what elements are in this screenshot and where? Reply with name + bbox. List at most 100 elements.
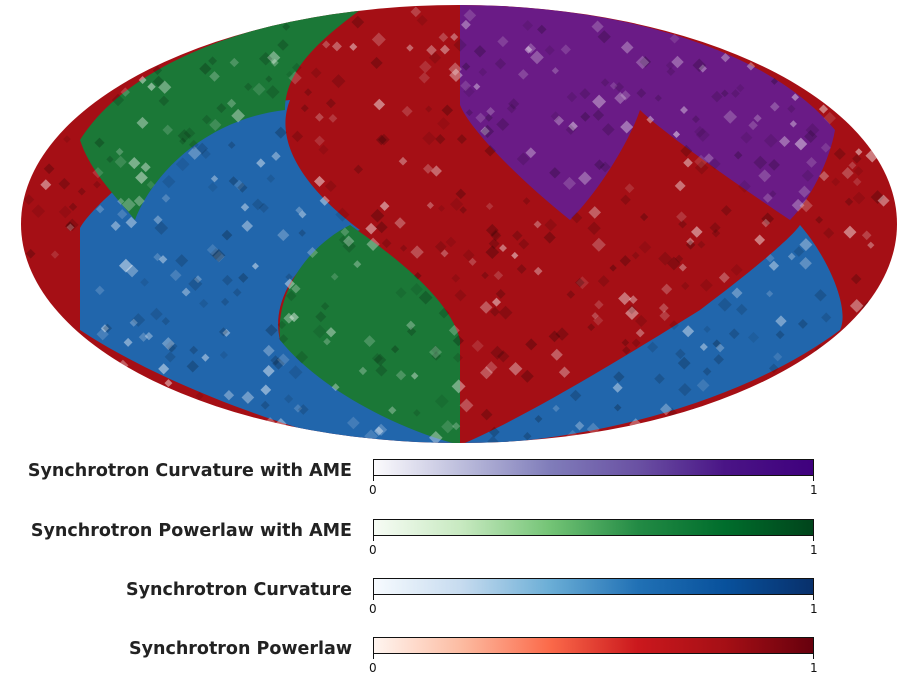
map-pixel bbox=[428, 345, 443, 359]
map-pixel bbox=[597, 275, 610, 288]
map-pixel bbox=[702, 367, 712, 376]
map-pixel bbox=[188, 139, 199, 150]
map-pixel bbox=[488, 426, 500, 438]
map-pixel bbox=[140, 162, 151, 173]
map-pixel bbox=[766, 290, 774, 298]
map-pixel bbox=[592, 109, 605, 121]
map-pixel bbox=[63, 135, 71, 143]
map-pixel bbox=[314, 135, 325, 147]
map-pixel bbox=[798, 185, 811, 198]
map-pixel bbox=[175, 254, 189, 268]
map-pixel bbox=[680, 144, 693, 157]
map-pixel bbox=[422, 131, 437, 146]
map-pixel bbox=[768, 363, 779, 374]
map-pixel bbox=[852, 191, 866, 205]
map-pixel bbox=[452, 422, 461, 431]
map-pixel bbox=[95, 205, 105, 214]
map-pixel bbox=[65, 218, 79, 232]
map-pixel bbox=[449, 68, 463, 82]
map-pixel bbox=[597, 30, 611, 44]
map-pixel bbox=[288, 71, 302, 85]
map-pixel bbox=[676, 211, 687, 223]
map-pixel bbox=[378, 133, 390, 146]
map-pixel bbox=[520, 369, 534, 383]
map-pixel bbox=[353, 260, 362, 269]
map-pixel bbox=[201, 114, 212, 125]
map-pixel bbox=[93, 180, 101, 189]
map-pixel bbox=[162, 174, 176, 189]
map-pixel bbox=[639, 56, 652, 68]
map-pixel bbox=[768, 159, 780, 171]
map-pixel bbox=[748, 120, 758, 131]
map-pixel bbox=[562, 176, 577, 190]
map-pixel bbox=[431, 351, 442, 361]
map-pixel bbox=[128, 156, 141, 170]
map-pixel bbox=[471, 339, 484, 352]
tick-mark-max bbox=[813, 536, 814, 541]
map-pixel bbox=[222, 274, 233, 286]
map-pixel bbox=[493, 270, 504, 281]
map-pixel bbox=[473, 83, 481, 91]
map-pixel bbox=[692, 58, 707, 73]
map-pixel bbox=[270, 355, 281, 366]
map-pixel bbox=[111, 93, 125, 107]
map-pixel bbox=[497, 35, 509, 48]
map-pixel bbox=[209, 248, 222, 260]
map-pixel bbox=[481, 271, 489, 280]
map-pixel bbox=[487, 435, 499, 443]
map-pixel bbox=[331, 383, 340, 392]
map-pixel bbox=[508, 361, 523, 376]
map-pixel bbox=[187, 146, 202, 160]
map-pixel bbox=[703, 325, 711, 333]
map-pixel bbox=[463, 85, 475, 98]
region-synchrotron-curvature-east bbox=[460, 225, 843, 443]
map-pixel bbox=[226, 98, 237, 108]
map-pixel bbox=[222, 328, 231, 337]
map-pixel bbox=[416, 14, 428, 26]
map-pixel bbox=[566, 290, 576, 299]
map-pixel bbox=[323, 337, 331, 346]
map-pixel bbox=[158, 255, 168, 264]
map-pixel bbox=[454, 289, 467, 302]
tick-mark-max bbox=[813, 595, 814, 600]
map-pixel bbox=[209, 118, 222, 131]
map-pixel bbox=[256, 158, 266, 168]
map-pixel bbox=[626, 304, 637, 315]
map-pixel bbox=[232, 288, 242, 297]
map-pixel bbox=[438, 307, 450, 319]
map-pixel bbox=[791, 93, 800, 102]
map-pixel bbox=[485, 202, 494, 210]
tick-mark-max bbox=[813, 476, 814, 481]
map-pixel bbox=[285, 273, 293, 281]
map-pixel bbox=[448, 62, 462, 76]
map-pixel bbox=[206, 244, 219, 256]
tick-label-max: 1 bbox=[810, 602, 818, 616]
map-pixel bbox=[410, 372, 419, 380]
map-pixel bbox=[658, 303, 669, 313]
map-pixel bbox=[120, 87, 130, 97]
map-pixel bbox=[167, 344, 177, 353]
map-pixel bbox=[161, 193, 171, 203]
tick-mark-min bbox=[373, 595, 374, 600]
map-pixel bbox=[65, 221, 75, 232]
map-pixel bbox=[578, 171, 592, 186]
tick-label-max: 1 bbox=[810, 483, 818, 497]
map-pixel bbox=[709, 222, 721, 234]
map-pixel bbox=[338, 235, 348, 245]
map-pixel bbox=[768, 260, 780, 271]
map-pixel bbox=[266, 174, 276, 183]
map-pixel bbox=[229, 57, 239, 68]
colorbar-purples bbox=[373, 459, 814, 476]
map-pixel bbox=[227, 141, 236, 149]
map-pixel bbox=[244, 82, 253, 91]
map-pixel bbox=[850, 273, 862, 285]
map-pixel bbox=[499, 244, 507, 253]
map-pixel bbox=[659, 403, 673, 416]
map-pixel bbox=[210, 175, 219, 183]
map-pixel bbox=[833, 147, 846, 160]
map-pixel bbox=[295, 350, 309, 364]
map-pixel bbox=[399, 244, 408, 252]
map-pixel bbox=[712, 339, 722, 349]
map-pixel bbox=[188, 276, 203, 291]
map-pixel bbox=[468, 257, 477, 266]
